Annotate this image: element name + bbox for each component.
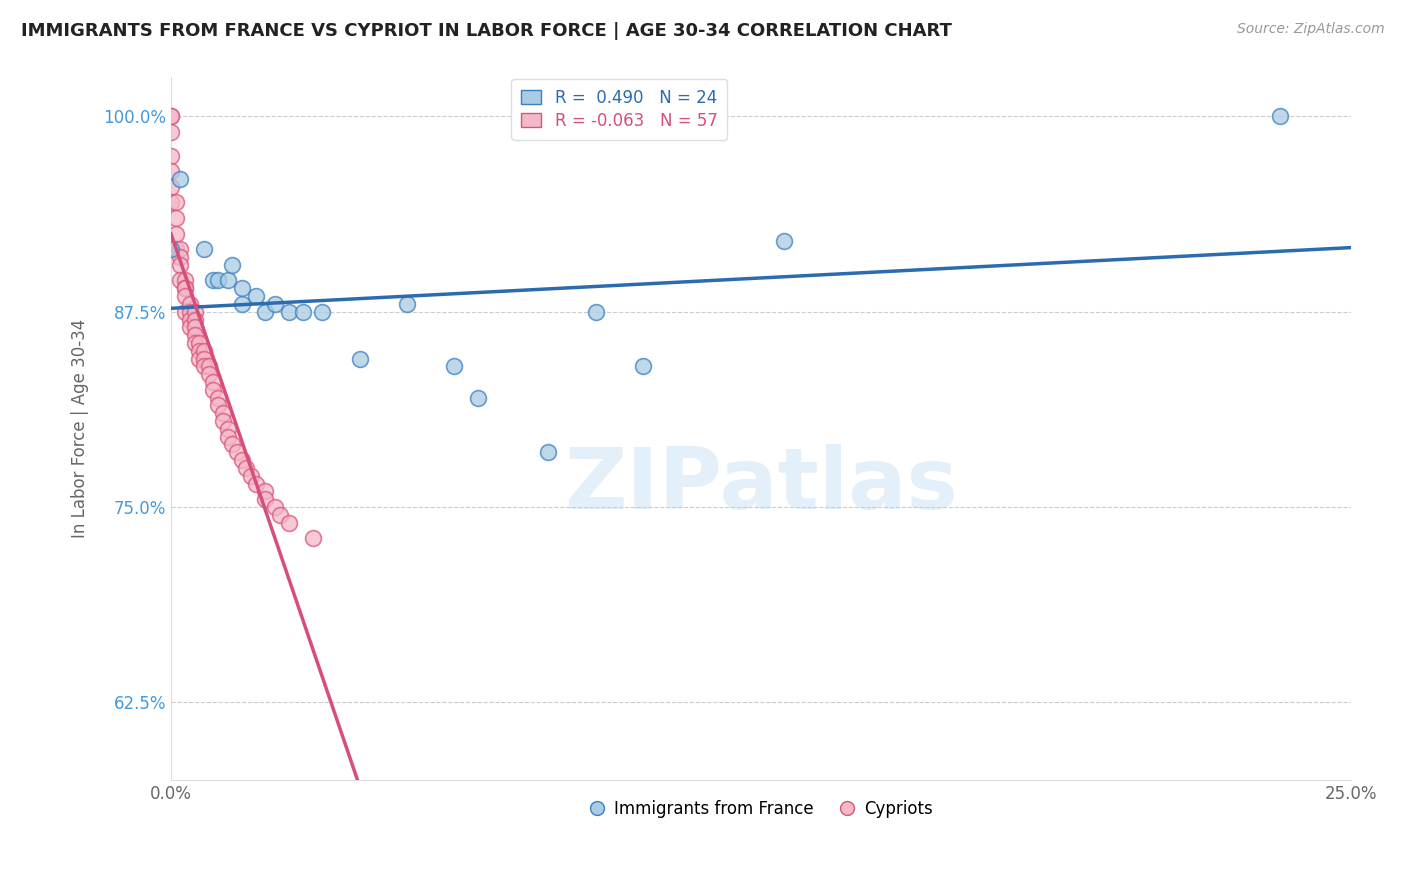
Point bbox=[301, 531, 323, 545]
Point bbox=[231, 453, 253, 467]
Text: IMMIGRANTS FROM FRANCE VS CYPRIOT IN LABOR FORCE | AGE 30-34 CORRELATION CHART: IMMIGRANTS FROM FRANCE VS CYPRIOT IN LAB… bbox=[21, 22, 952, 40]
Point bbox=[202, 273, 225, 287]
Point bbox=[183, 320, 205, 334]
Point bbox=[254, 492, 277, 507]
Point bbox=[193, 343, 215, 358]
Point bbox=[212, 414, 235, 428]
Point bbox=[174, 281, 197, 295]
Point bbox=[188, 335, 211, 350]
Point bbox=[183, 335, 205, 350]
Point bbox=[245, 476, 267, 491]
Point bbox=[160, 110, 183, 124]
Point bbox=[202, 375, 225, 389]
Point bbox=[174, 289, 197, 303]
Point bbox=[207, 391, 229, 405]
Point bbox=[395, 297, 418, 311]
Point bbox=[165, 227, 187, 241]
Point bbox=[269, 508, 291, 522]
Point bbox=[537, 445, 560, 459]
Point bbox=[443, 359, 465, 374]
Point bbox=[179, 297, 201, 311]
Point bbox=[235, 461, 257, 475]
Point bbox=[160, 179, 183, 194]
Point bbox=[773, 235, 796, 249]
Point bbox=[160, 148, 183, 162]
Point bbox=[174, 304, 197, 318]
Point bbox=[202, 383, 225, 397]
Point bbox=[169, 242, 191, 256]
Point bbox=[278, 516, 301, 530]
Point bbox=[467, 391, 489, 405]
Point bbox=[212, 406, 235, 420]
Point bbox=[254, 304, 277, 318]
Point bbox=[169, 273, 191, 287]
Point bbox=[193, 242, 215, 256]
Point bbox=[207, 273, 229, 287]
Point bbox=[240, 468, 263, 483]
Point bbox=[263, 297, 285, 311]
Point bbox=[278, 304, 301, 318]
Point bbox=[221, 437, 243, 451]
Point bbox=[193, 359, 215, 374]
Point bbox=[179, 304, 201, 318]
Point bbox=[183, 304, 205, 318]
Point bbox=[217, 422, 239, 436]
Point bbox=[174, 273, 197, 287]
Point bbox=[165, 195, 187, 210]
Point bbox=[188, 351, 211, 366]
Point bbox=[254, 484, 277, 499]
Text: Source: ZipAtlas.com: Source: ZipAtlas.com bbox=[1237, 22, 1385, 37]
Point bbox=[311, 304, 333, 318]
Point bbox=[197, 368, 219, 382]
Point bbox=[169, 258, 191, 272]
Point bbox=[188, 343, 211, 358]
Point bbox=[231, 297, 253, 311]
Point bbox=[245, 289, 267, 303]
Point bbox=[169, 172, 191, 186]
Point bbox=[179, 320, 201, 334]
Point bbox=[183, 328, 205, 343]
Point bbox=[231, 281, 253, 295]
Point bbox=[160, 110, 183, 124]
Point bbox=[207, 399, 229, 413]
Point bbox=[179, 312, 201, 326]
Point bbox=[160, 242, 183, 256]
Point bbox=[292, 304, 315, 318]
Point bbox=[193, 351, 215, 366]
Point bbox=[631, 359, 654, 374]
Text: ZIPatlas: ZIPatlas bbox=[564, 443, 957, 526]
Legend: Immigrants from France, Cypriots: Immigrants from France, Cypriots bbox=[582, 793, 939, 825]
Point bbox=[217, 273, 239, 287]
Point bbox=[183, 312, 205, 326]
Point bbox=[160, 164, 183, 178]
Point bbox=[165, 242, 187, 256]
Point bbox=[226, 445, 249, 459]
Point bbox=[165, 211, 187, 225]
Point bbox=[221, 258, 243, 272]
Y-axis label: In Labor Force | Age 30-34: In Labor Force | Age 30-34 bbox=[72, 319, 89, 539]
Point bbox=[160, 195, 183, 210]
Point bbox=[197, 359, 219, 374]
Point bbox=[1268, 110, 1291, 124]
Point bbox=[169, 250, 191, 264]
Point bbox=[585, 304, 607, 318]
Point bbox=[349, 351, 371, 366]
Point bbox=[174, 281, 197, 295]
Point bbox=[217, 430, 239, 444]
Point bbox=[263, 500, 285, 514]
Point bbox=[160, 125, 183, 139]
